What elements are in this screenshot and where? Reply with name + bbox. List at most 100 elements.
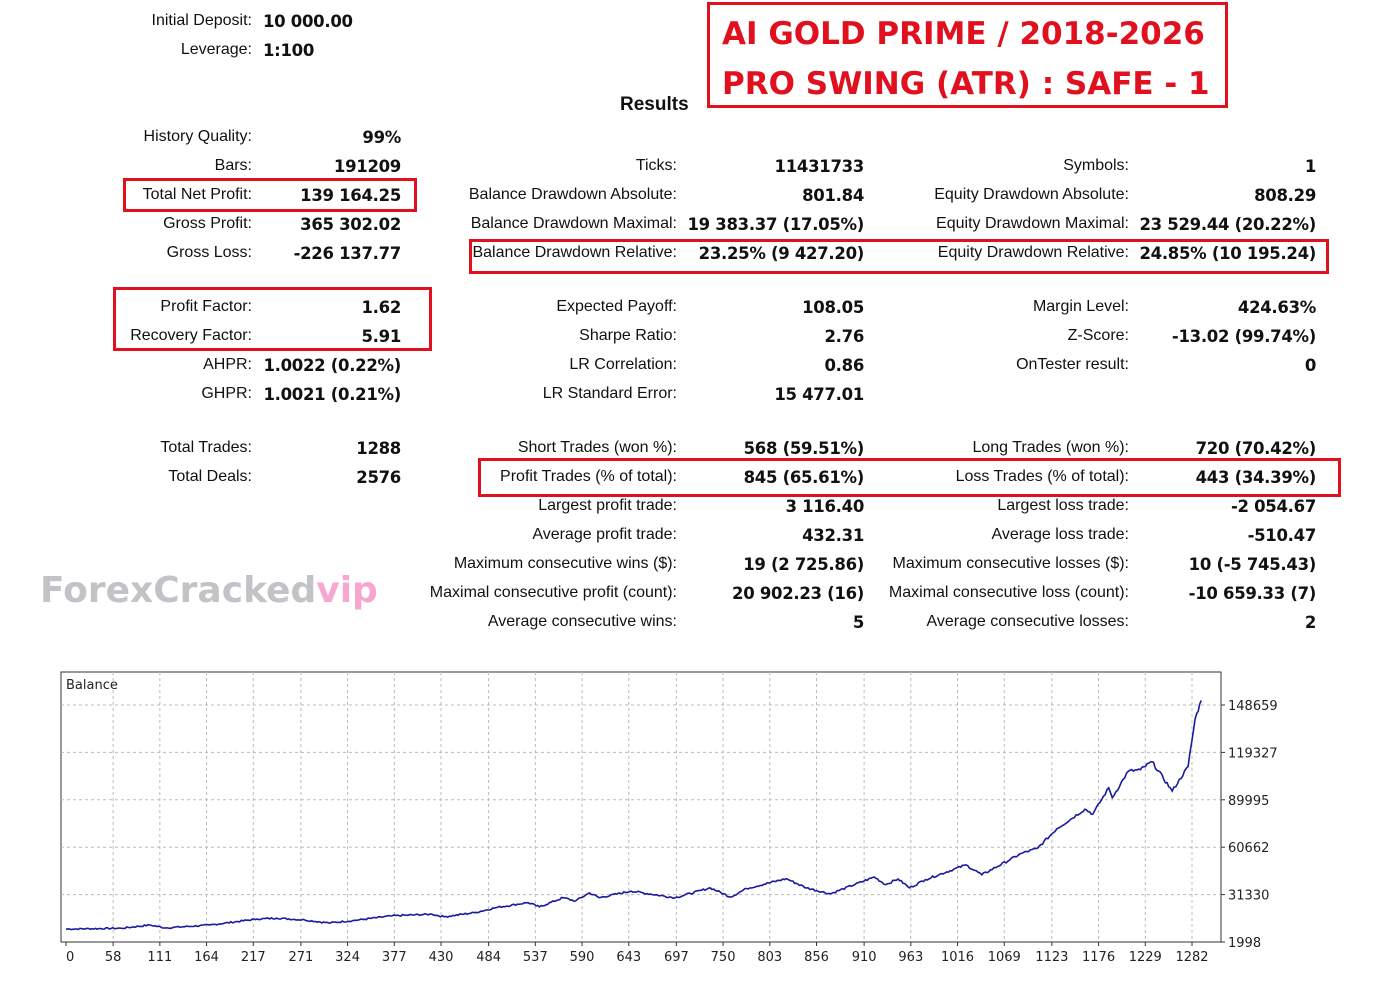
gross-loss-label: Gross Loss:	[166, 244, 252, 261]
history-quality-label: History Quality:	[143, 128, 252, 145]
x-tick-label: 963	[898, 950, 923, 965]
ahpr-label: AHPR:	[203, 356, 252, 373]
leverage-value: 1:100	[263, 41, 315, 60]
largest-loss-trade-label: Largest loss trade:	[997, 497, 1129, 514]
lr-correlation-value: 0.86	[824, 356, 864, 375]
equity-drawdown-absolute-value: 808.29	[1254, 186, 1316, 205]
expected-payoff-label: Expected Payoff:	[556, 298, 677, 315]
profit-factor-value: 1.62	[361, 298, 401, 317]
largest-profit-trade-label: Largest profit trade:	[538, 497, 677, 514]
y-tick-label: 148659	[1228, 699, 1278, 714]
title-line-2: PRO SWING (ATR) : SAFE - 1	[722, 66, 1210, 102]
watermark: ForexCrackedvip	[40, 570, 378, 611]
history-quality-value: 99%	[362, 128, 401, 147]
equity-drawdown-maximal-value: 23 529.44 (20.22%)	[1139, 215, 1316, 234]
ontester-result-label: OnTester result:	[1016, 356, 1129, 373]
balance-drawdown-maximal-label: Balance Drawdown Maximal:	[470, 215, 677, 232]
recovery-factor-value: 5.91	[361, 327, 401, 346]
loss-trades-of-total-label: Loss Trades (% of total):	[955, 468, 1129, 485]
margin-level-label: Margin Level:	[1032, 298, 1129, 315]
balance-chart: 1998 31330 60662 89995 119327 148659 0 58 111 164…	[60, 671, 1278, 965]
maximal-consecutive-loss-count-value: -10 659.33 (7)	[1188, 584, 1317, 603]
x-tick-label: 0	[66, 950, 74, 965]
ticks-value: 11431733	[774, 157, 865, 176]
x-tick-label: 750	[711, 950, 736, 965]
short-trades-won-label: Short Trades (won %):	[517, 439, 677, 456]
x-tick-label: 590	[570, 950, 595, 965]
strategy-title-box: AI GOLD PRIME / 2018-2026 PRO SWING (ATR…	[707, 2, 1228, 108]
gross-profit-label: Gross Profit:	[163, 215, 252, 232]
margin-level-value: 424.63%	[1237, 298, 1316, 317]
x-tick-label: 1229	[1129, 950, 1162, 965]
highlight-profit-loss-trades	[478, 458, 1341, 497]
x-tick-label: 1123	[1035, 950, 1068, 965]
maximal-consecutive-profit-count-label: Maximal consecutive profit (count):	[429, 584, 677, 601]
ghpr-label: GHPR:	[201, 385, 252, 402]
plot-area	[60, 671, 1222, 943]
x-tick-label: 484	[476, 950, 501, 965]
maximum-consecutive-wins-label: Maximum consecutive wins ($):	[453, 555, 677, 572]
lr-standard-error-value: 15 477.01	[774, 385, 864, 404]
average-profit-trade-value: 432.31	[802, 526, 864, 545]
total-trades-value: 1288	[356, 439, 401, 458]
total-deals-value: 2576	[356, 468, 401, 487]
profit-trades-of-total-value: 845 (65.61%)	[743, 468, 865, 487]
x-tick-label: 1282	[1175, 950, 1208, 965]
x-tick-label: 58	[105, 950, 122, 965]
title-line-1: AI GOLD PRIME / 2018-2026	[722, 16, 1205, 52]
maximum-consecutive-losses-value: 10 (-5 745.43)	[1188, 555, 1317, 574]
equity-drawdown-maximal-label: Equity Drawdown Maximal:	[936, 215, 1129, 232]
short-trades-won-value: 568 (59.51%)	[743, 439, 865, 458]
average-profit-trade-label: Average profit trade:	[532, 526, 677, 543]
bars-label: Bars:	[214, 157, 252, 174]
x-tick-label: 324	[335, 950, 360, 965]
y-tick-label: 31330	[1228, 889, 1269, 904]
total-deals-label: Total Deals:	[168, 468, 252, 485]
bars-value: 191209	[333, 157, 401, 176]
results-heading: Results	[620, 94, 689, 115]
gross-profit-value: 365 302.02	[300, 215, 401, 234]
long-trades-won-value: 720 (70.42%)	[1195, 439, 1317, 458]
maximum-consecutive-losses-label: Maximum consecutive losses ($):	[892, 555, 1129, 572]
x-tick-label: 910	[852, 950, 877, 965]
initial-deposit-value: 10 000.00	[263, 12, 353, 31]
x-tick-label: 271	[288, 950, 313, 965]
ahpr-value: 1.0022 (0.22%)	[263, 356, 401, 375]
average-consecutive-losses-value: 2	[1304, 613, 1316, 632]
watermark-main: ForexCracked	[40, 570, 317, 611]
ticks-label: Ticks:	[635, 157, 677, 174]
expected-payoff-value: 108.05	[802, 298, 864, 317]
highlight-factors	[113, 287, 432, 351]
chart-title: Balance	[66, 678, 118, 693]
recovery-factor-label: Recovery Factor:	[130, 327, 252, 344]
average-consecutive-wins-label: Average consecutive wins:	[487, 613, 677, 630]
balance-drawdown-absolute-value: 801.84	[802, 186, 864, 205]
highlight-net-profit	[123, 178, 417, 212]
y-tick-label: 1998	[1228, 936, 1261, 951]
x-tick-label: 111	[147, 950, 172, 965]
gross-loss-value: -226 137.77	[293, 244, 402, 263]
average-loss-trade-label: Average loss trade:	[991, 526, 1129, 543]
x-tick-label: 1016	[941, 950, 974, 965]
sharpe-ratio-value: 2.76	[824, 327, 864, 346]
x-tick-label: 164	[194, 950, 219, 965]
maximal-consecutive-profit-count-value: 20 902.23 (16)	[732, 584, 864, 603]
leverage-label: Leverage:	[180, 41, 252, 58]
profit-factor-label: Profit Factor:	[160, 298, 252, 315]
z-score-label: Z-Score:	[1067, 327, 1129, 344]
maximum-consecutive-wins-value: 19 (2 725.86)	[743, 555, 864, 574]
y-tick-label: 89995	[1228, 794, 1269, 809]
total-net-profit-value: 139 164.25	[300, 186, 401, 205]
x-tick-label: 697	[664, 950, 689, 965]
ontester-result-value: 0	[1304, 356, 1316, 375]
x-tick-label: 803	[757, 950, 782, 965]
ghpr-value: 1.0021 (0.21%)	[263, 385, 401, 404]
watermark-suffix: vip	[316, 570, 378, 611]
average-consecutive-losses-label: Average consecutive losses:	[926, 613, 1129, 630]
highlight-drawdown-relative	[469, 239, 1329, 274]
x-tick-label: 537	[523, 950, 548, 965]
symbols-value: 1	[1304, 157, 1316, 176]
equity-drawdown-absolute-label: Equity Drawdown Absolute:	[934, 186, 1129, 203]
x-tick-label: 430	[429, 950, 454, 965]
z-score-value: -13.02 (99.74%)	[1171, 327, 1316, 346]
